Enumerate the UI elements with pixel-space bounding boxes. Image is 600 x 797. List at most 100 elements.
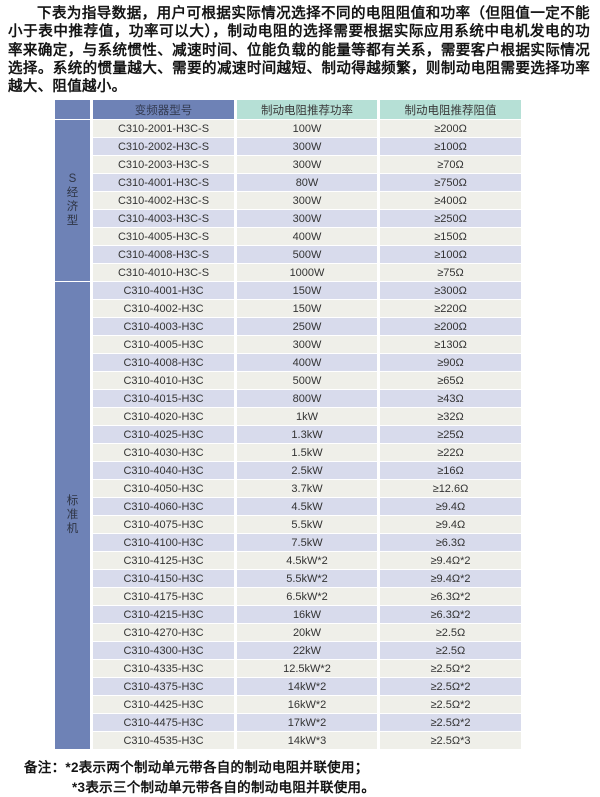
cell-resistance: ≥200Ω: [380, 318, 521, 336]
note-line-1: 备注：*2表示两个制动单元带各自的制动电阻并联使用；: [24, 760, 369, 776]
table-row: C310-4003-H3C 250W ≥200Ω: [55, 318, 521, 336]
table-row: C310-4010-H3C-S 1000W ≥75Ω: [55, 264, 521, 282]
cell-model: C310-4025-H3C: [93, 426, 234, 444]
col-header-model: 变频器型号: [93, 100, 234, 120]
cell-power: 5.5kW: [237, 516, 377, 534]
table-row: S 经济型 C310-2001-H3C-S 100W ≥200Ω: [55, 120, 521, 282]
cell-resistance: ≥25Ω: [380, 426, 521, 444]
cell-model: C310-2003-H3C-S: [93, 156, 234, 174]
cell-power: 20kW: [237, 624, 377, 642]
cell-power: 4.5kW: [237, 498, 377, 516]
cell-resistance: ≥250Ω: [380, 210, 521, 228]
cell-power: 100W: [237, 120, 377, 138]
table-row: C310-4030-H3C 1.5kW ≥22Ω: [55, 444, 521, 462]
cell-model: C310-4008-H3C: [93, 354, 234, 372]
cell-power: 5.5kW*2: [237, 570, 377, 588]
cell-resistance: ≥6.3Ω: [380, 534, 521, 552]
cell-model: C310-4270-H3C: [93, 624, 234, 642]
table-row: C310-4270-H3C 20kW ≥2.5Ω: [55, 624, 521, 642]
cell-model: C310-4425-H3C: [93, 696, 234, 714]
table-row: C310-4535-H3C 14kW*3 ≥2.5Ω*3: [55, 732, 521, 750]
cell-model: C310-4075-H3C: [93, 516, 234, 534]
table-row: C310-4425-H3C 16kW*2 ≥2.5Ω*2: [55, 696, 521, 714]
cell-model: C310-4300-H3C: [93, 642, 234, 660]
cell-resistance: ≥220Ω: [380, 300, 521, 318]
table-row: C310-4335-H3C 12.5kW*2 ≥2.5Ω*2: [55, 660, 521, 678]
cell-power: 14kW*2: [237, 678, 377, 696]
cell-resistance: ≥9.4Ω*2: [380, 570, 521, 588]
table-row: C310-4002-H3C 150W ≥220Ω: [55, 300, 521, 318]
cell-resistance: ≥22Ω: [380, 444, 521, 462]
table-row: C310-4300-H3C 22kW ≥2.5Ω: [55, 642, 521, 660]
col-header-resistance: 制动电阻推荐阻值: [380, 100, 521, 120]
table-row: C310-4010-H3C 500W ≥65Ω: [55, 372, 521, 390]
table-row: C310-4008-H3C 400W ≥90Ω: [55, 354, 521, 372]
cell-model: C310-4125-H3C: [93, 552, 234, 570]
cell-power: 22kW: [237, 642, 377, 660]
cell-model: C310-4150-H3C: [93, 570, 234, 588]
cell-resistance: ≥2.5Ω*2: [380, 714, 521, 732]
corner-cell: [55, 100, 90, 120]
cell-resistance: ≥100Ω: [380, 138, 521, 156]
cell-power: 300W: [237, 156, 377, 174]
cell-model: C310-4010-H3C: [93, 372, 234, 390]
cell-resistance: ≥130Ω: [380, 336, 521, 354]
table-row: C310-4025-H3C 1.3kW ≥25Ω: [55, 426, 521, 444]
cell-model: C310-4335-H3C: [93, 660, 234, 678]
cell-power: 14kW*3: [237, 732, 377, 750]
table-row: C310-4125-H3C 4.5kW*2 ≥9.4Ω*2: [55, 552, 521, 570]
notes: 备注：*2表示两个制动单元带各自的制动电阻并联使用； *3表示三个制动单元带各自…: [24, 758, 600, 797]
cell-model: C310-4060-H3C: [93, 498, 234, 516]
cell-power: 300W: [237, 138, 377, 156]
table-row: C310-4175-H3C 6.5kW*2 ≥6.3Ω*2: [55, 588, 521, 606]
table-row: C310-4001-H3C-S 80W ≥750Ω: [55, 174, 521, 192]
cell-resistance: ≥300Ω: [380, 282, 521, 300]
cell-model: C310-4375-H3C: [93, 678, 234, 696]
cell-model: C310-4005-H3C-S: [93, 228, 234, 246]
group-label-text: 标准机: [66, 495, 79, 536]
cell-resistance: ≥16Ω: [380, 462, 521, 480]
cell-resistance: ≥90Ω: [380, 354, 521, 372]
cell-resistance: ≥200Ω: [380, 120, 521, 138]
col-header-power: 制动电阻推荐功率: [237, 100, 377, 120]
cell-power: 500W: [237, 246, 377, 264]
cell-power: 300W: [237, 210, 377, 228]
table-row: C310-4150-H3C 5.5kW*2 ≥9.4Ω*2: [55, 570, 521, 588]
cell-power: 80W: [237, 174, 377, 192]
cell-power: 400W: [237, 228, 377, 246]
cell-model: C310-4001-H3C: [93, 282, 234, 300]
cell-model: C310-4475-H3C: [93, 714, 234, 732]
cell-model: C310-4003-H3C-S: [93, 210, 234, 228]
table-row: C310-4375-H3C 14kW*2 ≥2.5Ω*2: [55, 678, 521, 696]
cell-resistance: ≥2.5Ω*2: [380, 660, 521, 678]
cell-model: C310-2001-H3C-S: [93, 120, 234, 138]
cell-resistance: ≥2.5Ω: [380, 642, 521, 660]
intro-paragraph: 下表为指导数据，用户可根据实际情况选择不同的电阻阻值和功率（但阻值一定不能小于表…: [8, 6, 590, 96]
cell-resistance: ≥100Ω: [380, 246, 521, 264]
cell-power: 3.7kW: [237, 480, 377, 498]
cell-model: C310-4005-H3C: [93, 336, 234, 354]
table-row: C310-4100-H3C 7.5kW ≥6.3Ω: [55, 534, 521, 552]
cell-model: C310-4175-H3C: [93, 588, 234, 606]
cell-power: 1000W: [237, 264, 377, 282]
cell-resistance: ≥750Ω: [380, 174, 521, 192]
cell-power: 1.5kW: [237, 444, 377, 462]
table-row: C310-2002-H3C-S 300W ≥100Ω: [55, 138, 521, 156]
table-body: S 经济型 C310-2001-H3C-S 100W ≥200Ω C310-2002-H3…: [55, 120, 521, 750]
cell-power: 250W: [237, 318, 377, 336]
cell-resistance: ≥65Ω: [380, 372, 521, 390]
cell-power: 17kW*2: [237, 714, 377, 732]
cell-model: C310-4010-H3C-S: [93, 264, 234, 282]
cell-power: 16kW*2: [237, 696, 377, 714]
cell-model: C310-4002-H3C-S: [93, 192, 234, 210]
cell-resistance: ≥2.5Ω*2: [380, 678, 521, 696]
table-row: C310-4050-H3C 3.7kW ≥12.6Ω: [55, 480, 521, 498]
cell-resistance: ≥150Ω: [380, 228, 521, 246]
cell-model: C310-4015-H3C: [93, 390, 234, 408]
cell-model: C310-4535-H3C: [93, 732, 234, 750]
table-row: C310-4215-H3C 16kW ≥6.3Ω*2: [55, 606, 521, 624]
cell-power: 12.5kW*2: [237, 660, 377, 678]
cell-power: 300W: [237, 192, 377, 210]
